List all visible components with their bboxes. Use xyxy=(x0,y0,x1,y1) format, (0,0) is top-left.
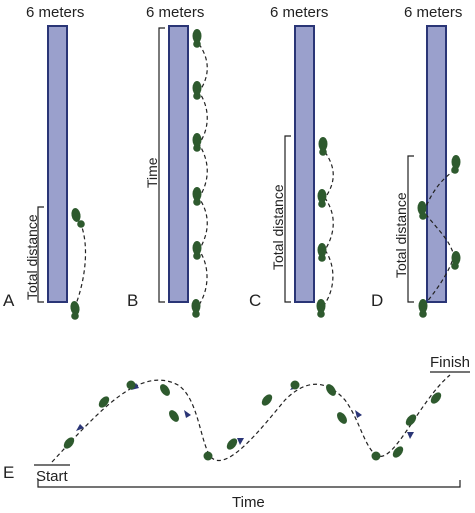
panel-b-footprints xyxy=(191,29,202,318)
panel-c-bracket xyxy=(284,135,291,303)
panel-b-side-label: Time xyxy=(144,157,160,188)
panel-b-heel xyxy=(193,144,201,152)
panel-d: 6 meters Total distance D xyxy=(371,4,462,318)
panel-e-footprint xyxy=(430,392,442,404)
panel-b: 6 meters Time B xyxy=(127,4,208,318)
panel-b-footprint xyxy=(192,29,202,43)
panel-b-bracket xyxy=(158,27,165,303)
panel-c-distance-bar xyxy=(294,25,315,303)
panel-b-footprint xyxy=(192,133,202,147)
panel-d-heel xyxy=(451,262,459,270)
panel-c-heel xyxy=(318,200,326,208)
panel-b-top-label: 6 meters xyxy=(146,4,204,21)
panel-b-distance-bar xyxy=(168,25,189,303)
panel-b-heel xyxy=(193,92,201,100)
panel-a: 6 meters Total distance A xyxy=(3,4,87,320)
panel-d-letter: D xyxy=(371,291,383,310)
panel-e-footprint xyxy=(392,446,404,458)
direction-arrow-icon xyxy=(76,424,84,431)
direction-arrow-icon xyxy=(237,438,244,445)
panel-e-start-label: Start xyxy=(36,468,69,485)
panel-e-footprint xyxy=(405,414,417,426)
panel-e-footprint xyxy=(261,394,273,406)
panel-e-time-label: Time xyxy=(232,494,265,511)
panel-e-finish-label: Finish xyxy=(430,354,470,371)
direction-arrow-icon xyxy=(355,410,362,418)
panel-e-letter: E xyxy=(3,463,14,482)
panel-e: E xyxy=(3,354,470,511)
panel-b-footprint xyxy=(192,241,202,255)
panel-e-footprint xyxy=(169,410,179,422)
panel-d-footprint xyxy=(451,155,461,169)
panel-d-heel xyxy=(419,310,427,318)
panel-a-bracket xyxy=(37,206,44,303)
panel-c-footprint xyxy=(317,243,327,257)
panel-a-heel xyxy=(71,312,79,320)
panel-b-heel xyxy=(193,198,201,206)
panel-e-footprint xyxy=(98,396,110,408)
panel-c-footprints xyxy=(316,137,328,318)
panel-b-heel xyxy=(193,252,201,260)
panel-a-path xyxy=(75,221,87,305)
panel-c-heel xyxy=(318,254,326,262)
panel-d-distance-bar xyxy=(426,25,447,303)
panel-e-arrows xyxy=(76,383,414,445)
panel-b-footprint xyxy=(192,187,202,201)
panel-a-side-label: Total distance xyxy=(24,214,40,300)
panel-d-footprints xyxy=(417,155,461,318)
panel-d-footprint xyxy=(418,299,428,313)
panel-b-heel xyxy=(192,310,200,318)
panel-c: 6 meters Total distance C xyxy=(249,4,334,318)
panel-a-letter: A xyxy=(3,291,15,310)
panel-e-footprints xyxy=(63,384,442,458)
panel-a-footprint xyxy=(71,208,81,222)
panel-e-footprint xyxy=(226,438,238,450)
panel-d-side-label: Total distance xyxy=(393,192,409,278)
panel-d-heel xyxy=(419,212,427,220)
panel-e-turn-point xyxy=(290,380,300,390)
panel-e-turn-point xyxy=(203,451,213,461)
panel-c-footprint xyxy=(316,299,326,313)
panel-e-route xyxy=(51,374,451,463)
panel-e-turn-point xyxy=(371,451,381,461)
panel-e-turn-point xyxy=(126,380,136,390)
panel-c-heel xyxy=(317,310,325,318)
panel-c-heel xyxy=(319,148,327,156)
panel-d-heel xyxy=(451,166,459,174)
panel-a-top-label: 6 meters xyxy=(26,4,84,21)
panel-c-letter: C xyxy=(249,291,261,310)
direction-arrow-icon xyxy=(407,432,414,439)
panel-a-heel xyxy=(77,220,85,228)
panel-d-bracket xyxy=(407,155,414,303)
panel-c-footprint xyxy=(318,137,328,151)
panel-e-footprint xyxy=(337,412,347,424)
panel-b-footprint xyxy=(191,299,201,313)
panel-c-footprint xyxy=(317,189,327,203)
panel-d-footprint xyxy=(451,251,461,265)
direction-arrow-icon xyxy=(184,410,191,418)
panel-a-footprint xyxy=(70,301,80,315)
panel-b-heel xyxy=(193,40,201,48)
panel-d-footprint xyxy=(417,201,427,215)
panel-e-footprint xyxy=(63,437,75,449)
panel-c-path xyxy=(321,151,334,309)
panel-e-time-bracket xyxy=(37,480,461,488)
panel-c-side-label: Total distance xyxy=(270,184,286,270)
panel-c-top-label: 6 meters xyxy=(270,4,328,21)
panel-b-letter: B xyxy=(127,291,138,310)
panel-e-footprint xyxy=(160,384,170,396)
panel-e-footprint xyxy=(326,384,336,396)
panel-b-footprint xyxy=(192,81,202,95)
panel-d-top-label: 6 meters xyxy=(404,4,462,21)
panel-a-distance-bar xyxy=(47,25,68,303)
